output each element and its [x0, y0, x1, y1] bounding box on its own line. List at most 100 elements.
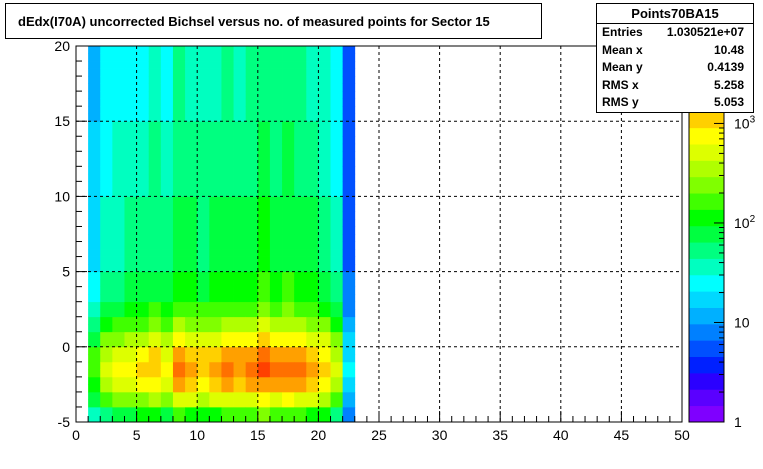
heatmap-cell — [88, 316, 101, 325]
heatmap-cell — [233, 271, 247, 280]
heatmap-cell — [88, 234, 101, 242]
heatmap-cell — [172, 354, 186, 363]
heatmap-cell — [209, 361, 222, 370]
heatmap-cell — [136, 301, 150, 310]
heatmap-cell — [342, 414, 356, 423]
heatmap-cell — [197, 188, 210, 197]
heatmap-cell — [148, 279, 162, 288]
heatmap-cell — [112, 53, 125, 62]
heatmap-cell — [221, 83, 234, 92]
heatmap-cell — [197, 241, 210, 250]
heatmap-cell — [330, 188, 344, 197]
heatmap-cell — [245, 234, 259, 242]
heatmap-cell — [112, 91, 125, 100]
y-tick-label: -5 — [58, 414, 71, 430]
heatmap-cell — [197, 151, 210, 160]
heatmap-cell — [88, 249, 101, 257]
heatmap-cell — [257, 294, 271, 303]
heatmap-cell — [185, 98, 198, 107]
y-tick-label: 15 — [54, 113, 70, 129]
heatmap-cell — [185, 316, 198, 325]
heatmap-cell — [282, 241, 295, 250]
heatmap-cell — [172, 316, 186, 325]
stats-key: Entries — [602, 25, 643, 39]
heatmap-cell — [330, 61, 344, 69]
heatmap-cell — [245, 68, 259, 77]
heatmap-cell — [269, 53, 283, 62]
heatmap-cell — [148, 76, 162, 84]
heatmap-cell — [282, 218, 295, 227]
heatmap-cell — [112, 414, 125, 423]
heatmap-cell — [245, 83, 259, 92]
heatmap-cell — [197, 226, 210, 235]
heatmap-cell — [245, 354, 259, 363]
heatmap-cell — [330, 106, 344, 115]
heatmap-cell — [269, 346, 283, 355]
heatmap-cell — [294, 151, 307, 160]
heatmap-cell — [124, 384, 137, 393]
heatmap-cell — [88, 286, 101, 295]
heatmap-cell — [197, 53, 210, 62]
heatmap-cell — [330, 309, 344, 318]
heatmap-cell — [148, 91, 162, 100]
heatmap-cell — [197, 264, 210, 272]
heatmap-cell — [306, 121, 319, 130]
heatmap-cell — [185, 399, 198, 408]
heatmap-cell — [160, 399, 174, 408]
heatmap-cell — [221, 226, 234, 235]
heatmap-cell — [294, 106, 307, 115]
palette-swatch — [689, 176, 724, 194]
heatmap-cell — [245, 158, 259, 167]
heatmap-cell — [88, 106, 101, 115]
heatmap-cell — [330, 166, 344, 175]
heatmap-cell — [342, 106, 356, 115]
heatmap-cell — [172, 173, 186, 182]
heatmap-cell — [185, 53, 198, 62]
heatmap-cell — [342, 264, 356, 272]
heatmap-cell — [318, 399, 331, 408]
heatmap-cell — [100, 271, 113, 280]
palette-swatch — [689, 127, 724, 145]
heatmap-cell — [124, 211, 137, 220]
heatmap-cell — [112, 294, 125, 303]
z-tick-label: 1 — [734, 414, 742, 430]
heatmap-cell — [172, 234, 186, 242]
heatmap-cell — [233, 414, 247, 423]
heatmap-cell — [257, 166, 271, 175]
heatmap-cell — [269, 76, 283, 84]
heatmap-cell — [330, 151, 344, 160]
heatmap-cell — [306, 173, 319, 182]
heatmap-cell — [112, 151, 125, 160]
heatmap-cell — [197, 406, 210, 415]
heatmap-cell — [282, 196, 295, 205]
heatmap-cell — [257, 76, 271, 84]
heatmap-cell — [257, 98, 271, 107]
heatmap-cell — [88, 331, 101, 340]
heatmap-cell — [148, 234, 162, 242]
heatmap-cell — [330, 218, 344, 227]
heatmap-cell — [294, 188, 307, 197]
heatmap-cell — [282, 173, 295, 182]
heatmap-cell — [172, 76, 186, 84]
heatmap-cell — [160, 83, 174, 92]
heatmap-cell — [160, 106, 174, 115]
heatmap-cell — [88, 376, 101, 385]
heatmap-cell — [294, 76, 307, 84]
heatmap-cell — [172, 61, 186, 69]
heatmap-cell — [136, 158, 150, 167]
heatmap-cell — [330, 346, 344, 355]
heatmap-cell — [112, 339, 125, 348]
heatmap-cell — [245, 286, 259, 295]
heatmap-cell — [269, 369, 283, 378]
heatmap-cell — [209, 399, 222, 408]
heatmap-cell — [245, 53, 259, 62]
heatmap-cell — [136, 203, 150, 212]
heatmap-cell — [160, 196, 174, 205]
x-tick-label: 30 — [432, 427, 448, 443]
heatmap-cell — [282, 181, 295, 190]
heatmap-cell — [185, 391, 198, 400]
heatmap-cell — [124, 68, 137, 77]
heatmap-cell — [269, 196, 283, 205]
heatmap-cell — [221, 113, 234, 122]
heatmap-cell — [172, 369, 186, 378]
